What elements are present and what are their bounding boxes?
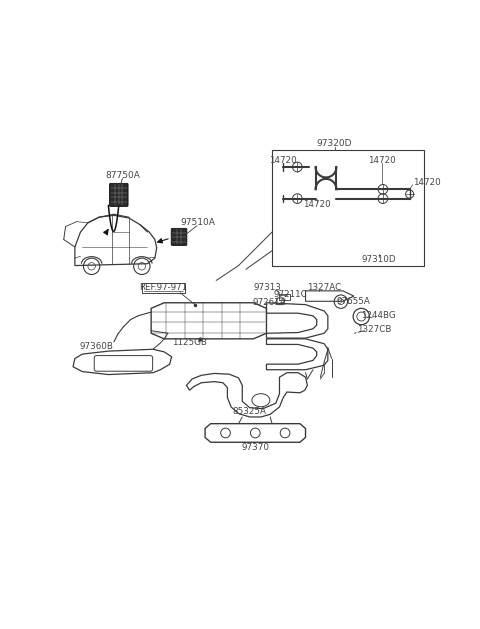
Text: 14720: 14720 — [269, 156, 297, 165]
Text: 97510A: 97510A — [180, 218, 215, 227]
Text: 97261A: 97261A — [252, 298, 286, 307]
Text: 97313: 97313 — [253, 284, 281, 292]
FancyBboxPatch shape — [109, 183, 128, 206]
Text: 14720: 14720 — [303, 201, 331, 209]
FancyBboxPatch shape — [171, 228, 187, 245]
Text: 97655A: 97655A — [337, 297, 371, 306]
Text: 1327AC: 1327AC — [307, 284, 341, 292]
Text: 14720: 14720 — [413, 179, 441, 187]
Text: 97310D: 97310D — [362, 255, 396, 264]
Text: 14720: 14720 — [368, 156, 396, 165]
Text: 97211C: 97211C — [273, 290, 307, 299]
Text: 1125GB: 1125GB — [172, 338, 207, 347]
Text: 97320D: 97320D — [317, 140, 352, 148]
Text: 97370: 97370 — [241, 443, 269, 452]
Text: 85325A: 85325A — [233, 407, 267, 416]
Text: 97360B: 97360B — [80, 342, 113, 351]
Text: 87750A: 87750A — [105, 171, 140, 180]
Text: 1327CB: 1327CB — [357, 325, 392, 334]
Text: REF.97-971: REF.97-971 — [139, 284, 188, 292]
Text: 1244BG: 1244BG — [361, 311, 396, 320]
